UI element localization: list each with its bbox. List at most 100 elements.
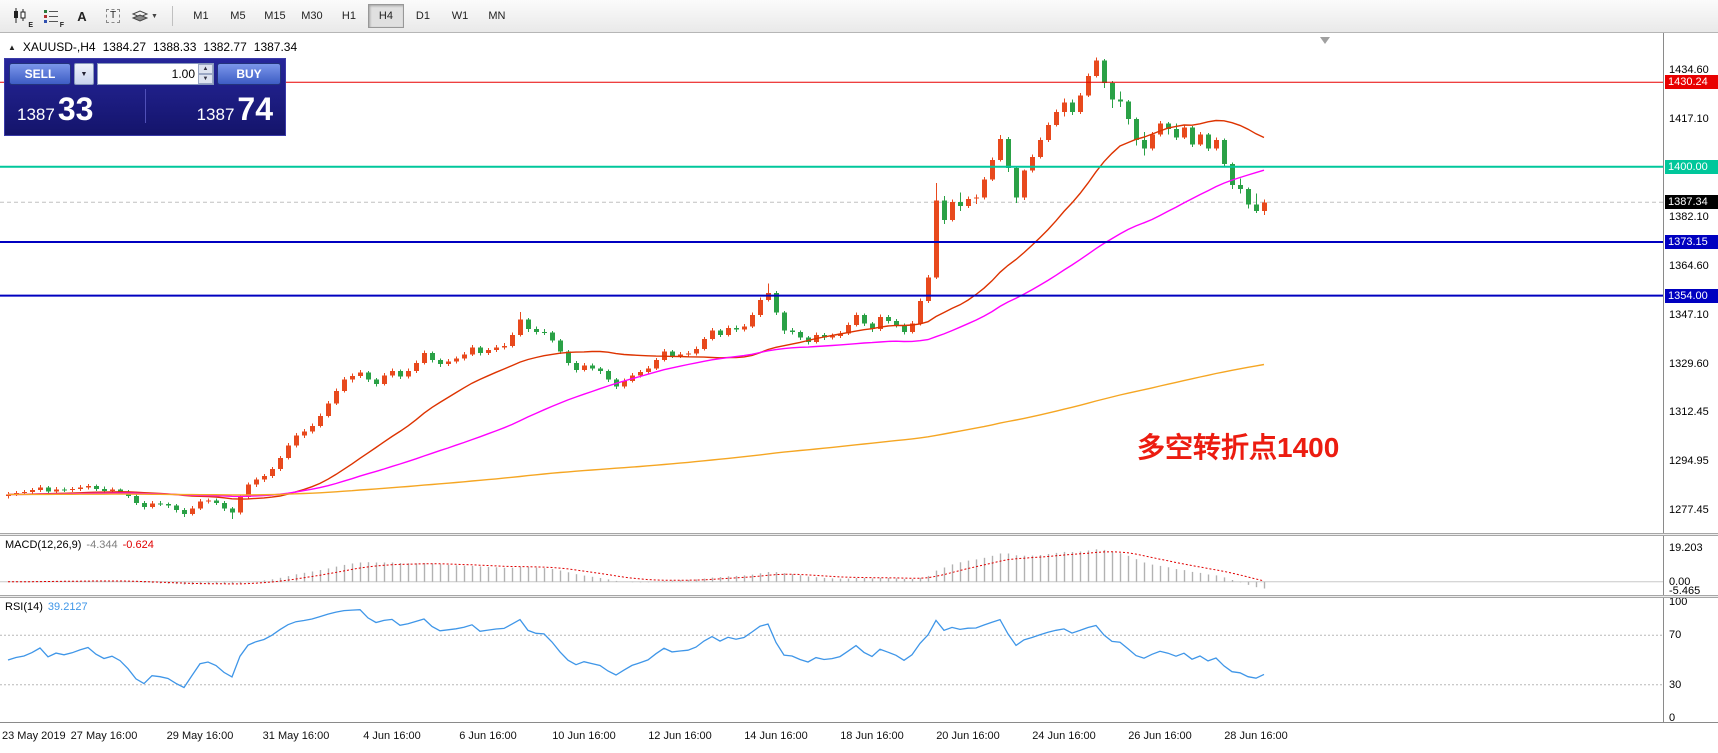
timeframe-button-mn[interactable]: MN bbox=[488, 10, 506, 22]
price-tick-label: 1312.45 bbox=[1669, 406, 1709, 418]
time-axis-label: 10 Jun 16:00 bbox=[552, 730, 616, 742]
price-divider bbox=[144, 89, 146, 123]
panel-splitter[interactable] bbox=[0, 595, 1718, 598]
text-label-icon[interactable]: A bbox=[77, 8, 87, 24]
sell-price-minor: 33 bbox=[57, 91, 94, 127]
timeframe-button-d1[interactable]: D1 bbox=[415, 10, 430, 22]
price-badge: 1387.34 bbox=[1665, 195, 1718, 209]
time-axis-label: 4 Jun 16:00 bbox=[363, 730, 421, 742]
chart-ohlc-header: ▲ XAUUSD-,H4 1384.27 1388.33 1382.77 138… bbox=[8, 40, 297, 54]
time-axis-label: 31 May 16:00 bbox=[262, 730, 330, 742]
toolbar: E F A T ▼ M1 M5 M15 M30 H1 H4 D1 W1 MN bbox=[0, 0, 1718, 33]
price-tick-label: 1277.45 bbox=[1669, 504, 1709, 516]
candlestick-style-icon[interactable]: E bbox=[6, 3, 34, 29]
time-axis-label: 14 Jun 16:00 bbox=[744, 730, 808, 742]
timeframe-button-m5[interactable]: M5 bbox=[230, 10, 246, 22]
time-axis-label: 23 May 2019 bbox=[2, 730, 66, 742]
price-tick-label: 1364.60 bbox=[1669, 260, 1709, 272]
rsi-line bbox=[7, 609, 1265, 689]
buy-price[interactable]: 1387 74 bbox=[196, 91, 273, 127]
candles bbox=[6, 57, 1267, 520]
price-badge: 1373.15 bbox=[1665, 235, 1718, 249]
time-axis-label: 24 Jun 16:00 bbox=[1032, 730, 1096, 742]
macd-main-value: -4.344 bbox=[86, 539, 118, 551]
time-axis-label: 26 Jun 16:00 bbox=[1128, 730, 1192, 742]
chevron-down-icon: ▼ bbox=[80, 70, 88, 78]
volume-increase-button[interactable]: ▲ bbox=[198, 64, 213, 74]
indicators-list-icon[interactable]: F bbox=[37, 3, 65, 29]
candlestick-plot bbox=[0, 57, 1663, 520]
quote-prices-row: 1387 33 1387 74 bbox=[5, 87, 285, 131]
collapse-panel-icon[interactable]: ▲ bbox=[8, 42, 16, 52]
trade-controls-row: SELL ▼ ▲ ▼ BUY bbox=[5, 59, 285, 87]
time-axis-label: 12 Jun 16:00 bbox=[648, 730, 712, 742]
text-box-icon[interactable]: T bbox=[99, 3, 127, 29]
timeframe-button-h4[interactable]: H4 bbox=[367, 4, 404, 28]
macd-plot bbox=[0, 549, 1663, 589]
order-options-dropdown[interactable]: ▼ bbox=[74, 63, 94, 85]
price-tick-label: 1347.10 bbox=[1669, 309, 1709, 321]
sell-price[interactable]: 1387 33 bbox=[17, 91, 94, 127]
buy-price-minor: 74 bbox=[237, 91, 273, 127]
sell-button[interactable]: SELL bbox=[9, 63, 71, 85]
chart-scroll-marker bbox=[1320, 37, 1330, 44]
panel-splitter[interactable] bbox=[0, 533, 1718, 536]
object-layers-icon[interactable]: ▼ bbox=[130, 3, 159, 29]
macd-axis-label: -5.465 bbox=[1669, 585, 1701, 597]
sell-price-major: 1387 bbox=[17, 105, 55, 124]
volume-decrease-button[interactable]: ▼ bbox=[198, 74, 213, 84]
timeframe-group: M1 M5 M15 M30 H1 H4 D1 W1 MN bbox=[183, 4, 516, 28]
macd-axis-label: 0.00 bbox=[1669, 576, 1691, 588]
timeframe-button-w1[interactable]: W1 bbox=[451, 10, 469, 22]
timeframe-button-m1[interactable]: M1 bbox=[193, 10, 209, 22]
low-value: 1382.77 bbox=[203, 40, 247, 54]
buy-price-major: 1387 bbox=[196, 105, 235, 124]
rsi-axis-label: 0 bbox=[1669, 712, 1676, 724]
price-tick-label: 1417.10 bbox=[1669, 113, 1709, 125]
time-axis-label: 28 Jun 16:00 bbox=[1224, 730, 1288, 742]
one-click-trading-panel: SELL ▼ ▲ ▼ BUY 1387 33 1387 74 bbox=[4, 58, 286, 136]
volume-field: ▲ ▼ bbox=[97, 63, 214, 85]
time-axis-label: 18 Jun 16:00 bbox=[840, 730, 904, 742]
price-badge: 1354.00 bbox=[1665, 289, 1718, 303]
time-axis[interactable]: 23 May 2019 27 May 16:00 29 May 16:00 31 Ma… bbox=[0, 722, 1718, 753]
time-axis-label: 29 May 16:00 bbox=[166, 730, 234, 742]
buy-button[interactable]: BUY bbox=[217, 63, 281, 85]
price-tick-label: 1382.10 bbox=[1669, 211, 1709, 223]
rsi-axis-label: 100 bbox=[1669, 596, 1688, 608]
moving-average-line-24 bbox=[8, 119, 1265, 500]
symbol-label: XAUUSD-,H4 bbox=[22, 40, 96, 54]
rsi-value: 39.2127 bbox=[47, 601, 88, 613]
rsi-panel[interactable]: RSI(14) 39.2127 bbox=[0, 598, 1663, 722]
toolbar-separator bbox=[171, 6, 173, 26]
macd-signal-value: -0.624 bbox=[122, 539, 154, 551]
rsi-label: RSI(14) 39.2127 bbox=[5, 601, 88, 613]
timeframe-button-m30[interactable]: M30 bbox=[301, 10, 323, 22]
time-axis-label: 20 Jun 16:00 bbox=[936, 730, 1000, 742]
moving-average-line-200 bbox=[8, 363, 1265, 496]
time-axis-label: 6 Jun 16:00 bbox=[459, 730, 517, 742]
timeframe-button-m15[interactable]: M15 bbox=[264, 10, 286, 22]
time-axis-label: 27 May 16:00 bbox=[70, 730, 138, 742]
toolbar-icon-group: E F A T ▼ bbox=[6, 3, 162, 29]
rsi-axis-label: 70 bbox=[1669, 629, 1682, 641]
rsi-plot bbox=[0, 609, 1663, 689]
price-tick-label: 1294.95 bbox=[1669, 455, 1709, 467]
open-value: 1384.27 bbox=[102, 40, 146, 54]
macd-label: MACD(12,26,9) -4.344 -0.624 bbox=[5, 539, 154, 551]
chart-annotation-text: 多空转折点1400 bbox=[1137, 432, 1340, 463]
price-tick-label: 1434.60 bbox=[1669, 64, 1709, 76]
high-value: 1388.33 bbox=[153, 40, 197, 54]
price-badge: 1400.00 bbox=[1665, 160, 1718, 174]
volume-input[interactable] bbox=[97, 63, 214, 85]
macd-signal-line bbox=[8, 551, 1265, 585]
price-badge: 1430.24 bbox=[1665, 75, 1718, 89]
price-axis[interactable]: 1434.60 1417.10 1382.10 1364.60 1347.10 1329.… bbox=[1663, 33, 1718, 724]
macd-panel[interactable]: MACD(12,26,9) -4.344 -0.624 bbox=[0, 536, 1663, 595]
rsi-axis-label: 30 bbox=[1669, 679, 1682, 691]
volume-stepper: ▲ ▼ bbox=[198, 64, 213, 84]
timeframe-button-h1[interactable]: H1 bbox=[341, 10, 356, 22]
close-value: 1387.34 bbox=[253, 40, 298, 54]
price-tick-label: 1329.60 bbox=[1669, 358, 1709, 370]
